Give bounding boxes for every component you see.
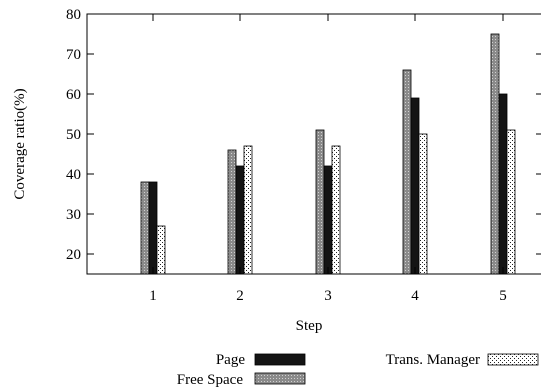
bar-free-space-step-3 [315, 129, 325, 275]
bar-free-space-step-2 [227, 149, 237, 275]
x-axis-label: Step [296, 318, 323, 334]
bar-free-space-step-4 [402, 69, 412, 275]
legend-item-free-space: Free Space [177, 372, 306, 388]
bar-trans-manager-step-2 [243, 145, 253, 275]
bar-page-step-3 [323, 165, 333, 275]
legend-swatch-trans-manager [487, 353, 539, 366]
bar-page-step-4 [410, 97, 420, 275]
y-tick-label: 20 [66, 247, 81, 263]
bar-free-space-step-1 [140, 181, 150, 275]
axes: 20 30 40 50 60 70 80 1 2 3 4 5 Step Coverage ratio(%) [12, 7, 541, 334]
y-tick-label: 60 [66, 87, 81, 103]
bar-page-step-2 [235, 165, 245, 275]
bar-trans-manager-step-3 [331, 145, 341, 275]
legend-label: Trans. Manager [386, 352, 480, 368]
y-tick-label: 50 [66, 127, 81, 143]
x-tick-label: 3 [324, 288, 332, 304]
y-tick-label: 70 [66, 47, 81, 63]
legend-swatch-free-space [254, 372, 306, 385]
legend: Page Free Space Trans. Manager [177, 352, 539, 388]
plot-frame [86, 13, 541, 275]
legend-swatch-page [254, 353, 306, 366]
y-tick-label: 30 [66, 207, 81, 223]
x-tick-label: 4 [411, 288, 419, 304]
bar-free-space-step-5 [490, 33, 500, 275]
legend-label: Free Space [177, 372, 244, 388]
y-axis-label: Coverage ratio(%) [12, 88, 28, 199]
bar-page-step-5 [498, 93, 508, 275]
x-tick-label: 2 [236, 288, 244, 304]
bar-trans-manager-step-1 [156, 225, 166, 275]
x-tick-label: 5 [499, 288, 507, 304]
bar-page-step-1 [148, 181, 158, 275]
bar-trans-manager-step-4 [418, 133, 428, 275]
y-tick-label: 80 [66, 7, 81, 23]
x-tick-label: 1 [149, 288, 157, 304]
legend-label: Page [216, 352, 246, 368]
legend-item-page: Page [216, 352, 306, 368]
y-tick-label: 40 [66, 167, 81, 183]
plot-area [140, 33, 516, 275]
legend-item-trans-manager: Trans. Manager [386, 352, 539, 368]
bar-trans-manager-step-5 [506, 129, 516, 275]
